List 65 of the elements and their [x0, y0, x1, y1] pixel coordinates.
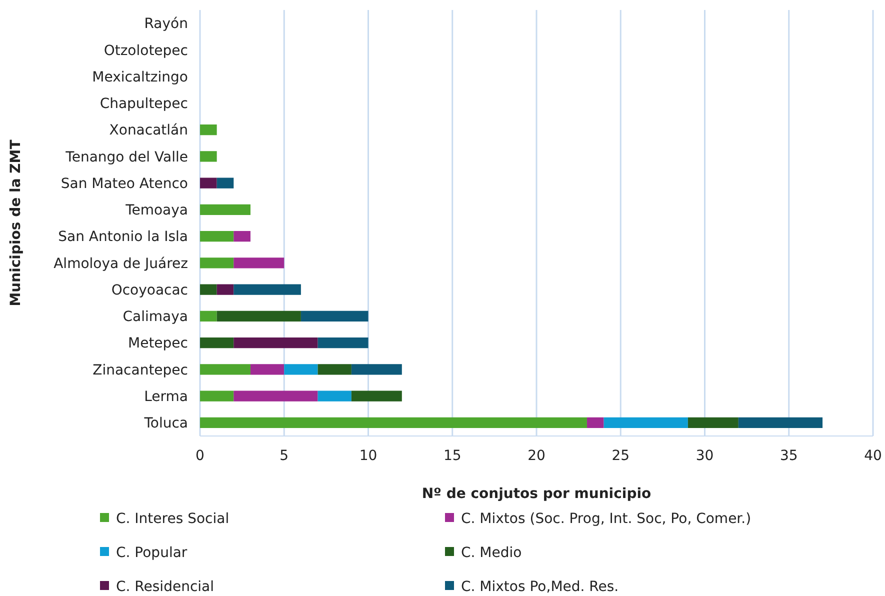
bar	[200, 417, 587, 428]
y-tick-label: Toluca	[143, 416, 188, 432]
y-tick-label: Temoaya	[124, 202, 188, 219]
x-tick-label: 15	[443, 448, 462, 464]
bar	[234, 284, 301, 295]
bar	[216, 310, 301, 322]
legend-label: C. Mixtos (Soc. Prog, Int. Soc, Po, Comer.)	[461, 510, 752, 527]
y-tick-label: San Antonio la Isla	[58, 229, 188, 246]
y-tick-label: Metepec	[128, 336, 188, 352]
x-tick-label: 40	[864, 448, 882, 464]
bar	[318, 364, 352, 375]
legend-label: C. Popular	[116, 544, 188, 561]
bar	[216, 284, 234, 295]
y-tick-label: San Mateo Atenco	[60, 176, 188, 192]
y-tick-label: Xonacatlán	[109, 122, 188, 139]
x-tick-label: 25	[612, 448, 630, 464]
x-tick-label: 35	[780, 448, 798, 464]
y-tick-label: Almoloya de Juárez	[54, 256, 188, 272]
y-tick-label: Calimaya	[122, 309, 188, 326]
bar	[250, 364, 284, 375]
bar	[200, 178, 217, 188]
legend-label: C. Residencial	[116, 578, 214, 595]
bar	[234, 230, 250, 242]
bar	[351, 364, 402, 375]
bar	[200, 337, 234, 348]
legend-label: C. Medio	[461, 544, 522, 561]
y-tick-label: Chapultepec	[100, 96, 188, 112]
bar	[200, 230, 234, 242]
x-axis-title: Nº de conjutos por municipio	[422, 486, 652, 502]
bar	[300, 310, 368, 322]
bar	[284, 364, 318, 375]
bar	[234, 337, 318, 348]
y-tick-label: Ocoyoacac	[111, 282, 188, 298]
bar	[604, 417, 688, 428]
bar	[200, 124, 217, 136]
y-axis-title: Municipios de la ZMT	[8, 139, 24, 306]
bar	[234, 390, 318, 402]
x-tick-label: 30	[696, 448, 714, 464]
bar	[216, 178, 234, 188]
bar	[234, 258, 284, 268]
y-tick-label: Tenango del Valle	[64, 149, 188, 166]
bar	[200, 151, 217, 162]
bar	[200, 204, 250, 216]
bar	[200, 310, 217, 322]
y-tick-label: Lerma	[144, 388, 188, 405]
y-tick-label: Zinacantepec	[92, 362, 188, 378]
bar	[586, 417, 604, 428]
bar	[200, 258, 234, 268]
legend-label: C. Interes Social	[116, 510, 230, 527]
x-tick-label: 0	[196, 448, 204, 464]
y-tick-label: Rayón	[144, 16, 188, 32]
bar	[200, 364, 250, 375]
legend-label: C. Mixtos Po,Med. Res.	[461, 578, 619, 595]
y-tick-label: Otzolotepec	[104, 42, 188, 59]
x-tick-label: 5	[280, 448, 289, 464]
bar	[738, 417, 823, 428]
bar	[200, 284, 217, 295]
bar	[318, 390, 352, 402]
bar	[200, 390, 234, 402]
bar	[318, 337, 368, 348]
y-tick-label: Mexicaltzingo	[92, 69, 188, 86]
x-tick-label: 20	[528, 448, 546, 464]
bar	[351, 390, 402, 402]
x-tick-label: 10	[359, 448, 378, 464]
bar	[688, 417, 738, 428]
